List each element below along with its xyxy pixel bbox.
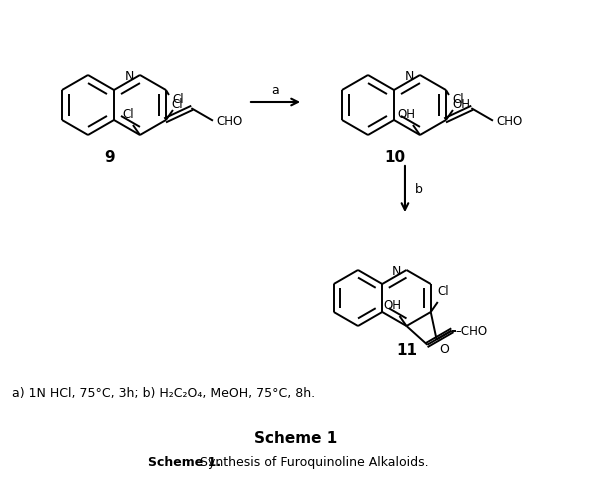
- Text: O: O: [439, 343, 449, 356]
- Text: 11: 11: [396, 343, 417, 358]
- Text: OH: OH: [397, 108, 415, 121]
- Text: Cl: Cl: [437, 285, 448, 298]
- Text: Synthesis of Furoquinoline Alkaloids.: Synthesis of Furoquinoline Alkaloids.: [196, 456, 429, 468]
- Text: –CHO: –CHO: [455, 325, 487, 338]
- Text: Cl: Cl: [122, 108, 134, 121]
- Text: Cl: Cl: [452, 93, 464, 106]
- Text: Cl: Cl: [171, 98, 183, 111]
- Text: CHO: CHO: [496, 115, 522, 128]
- Text: Scheme 1: Scheme 1: [254, 431, 337, 445]
- Text: N: N: [392, 265, 401, 277]
- Text: b: b: [415, 182, 423, 196]
- Text: OH: OH: [452, 98, 470, 111]
- Text: N: N: [404, 70, 414, 82]
- Text: a) 1N HCl, 75°C, 3h; b) H₂C₂O₄, MeOH, 75°C, 8h.: a) 1N HCl, 75°C, 3h; b) H₂C₂O₄, MeOH, 75…: [12, 387, 315, 399]
- Text: 10: 10: [384, 149, 406, 165]
- Text: OH: OH: [384, 299, 401, 312]
- Text: a: a: [272, 84, 279, 98]
- Text: 9: 9: [104, 149, 115, 165]
- Text: N: N: [125, 70, 134, 82]
- Text: Scheme 1.: Scheme 1.: [148, 456, 221, 468]
- Text: CHO: CHO: [216, 115, 242, 128]
- Text: Cl: Cl: [172, 93, 184, 106]
